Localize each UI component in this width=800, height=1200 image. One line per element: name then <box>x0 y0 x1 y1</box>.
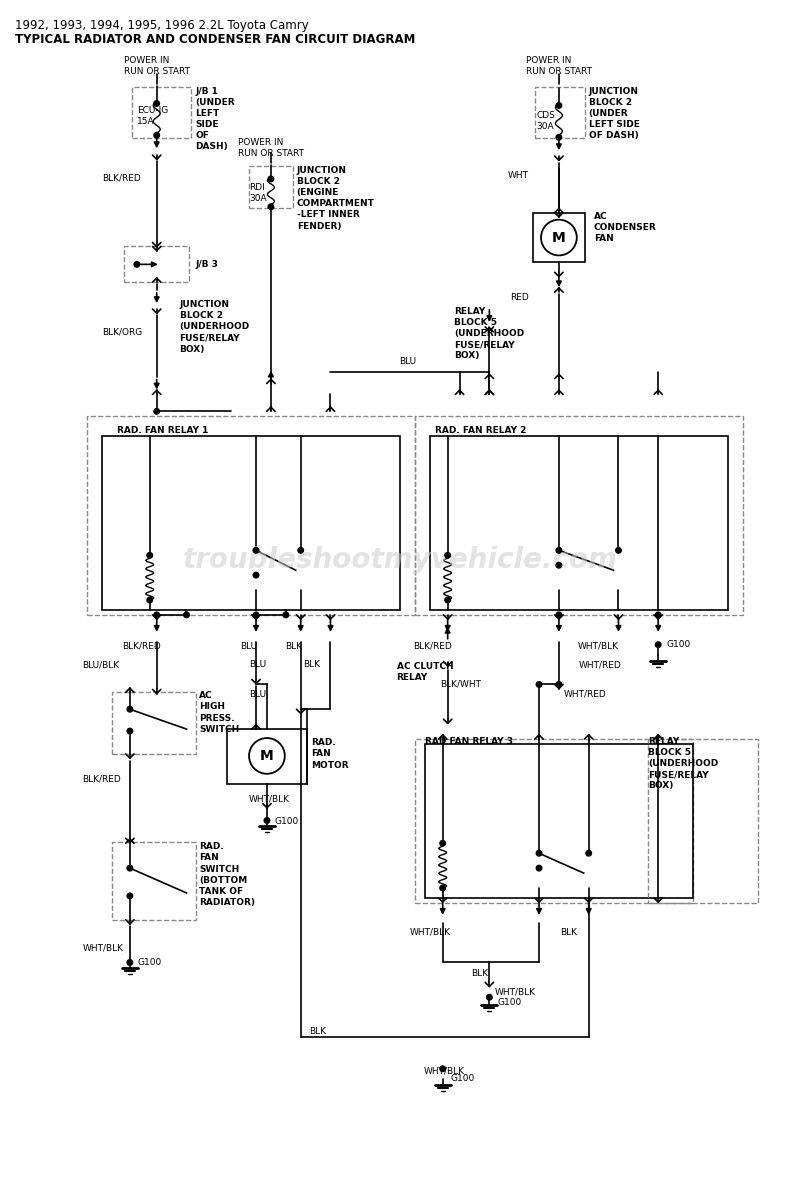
Text: WHT/RED: WHT/RED <box>578 660 622 670</box>
Circle shape <box>249 738 285 774</box>
Text: G100: G100 <box>138 958 162 967</box>
Circle shape <box>254 612 258 618</box>
Circle shape <box>154 132 159 138</box>
Text: BLU/BLK: BLU/BLK <box>82 660 119 670</box>
Text: CDS
30A: CDS 30A <box>536 112 555 131</box>
Text: BLU: BLU <box>241 642 258 650</box>
Circle shape <box>147 598 153 602</box>
Text: WHT/BLK: WHT/BLK <box>410 928 450 937</box>
Circle shape <box>556 563 562 568</box>
Circle shape <box>134 262 140 268</box>
Text: BLK/ORG: BLK/ORG <box>102 328 142 336</box>
Text: TYPICAL RADIATOR AND CONDENSER FAN CIRCUIT DIAGRAM: TYPICAL RADIATOR AND CONDENSER FAN CIRCU… <box>14 32 415 46</box>
Text: WHT/BLK: WHT/BLK <box>424 1067 465 1075</box>
Text: RAD.
FAN
SWITCH
(BOTTOM
TANK OF
RADIATOR): RAD. FAN SWITCH (BOTTOM TANK OF RADIATOR… <box>199 842 255 907</box>
Text: WHT/BLK: WHT/BLK <box>578 642 619 650</box>
Circle shape <box>254 547 258 553</box>
Text: BLK/RED: BLK/RED <box>122 642 161 650</box>
Circle shape <box>127 728 133 734</box>
Circle shape <box>268 204 274 210</box>
Circle shape <box>127 893 133 899</box>
Circle shape <box>556 547 562 553</box>
Text: POWER IN
RUN OR START: POWER IN RUN OR START <box>124 56 190 76</box>
Circle shape <box>283 612 289 618</box>
Circle shape <box>268 176 274 181</box>
Circle shape <box>440 1066 446 1072</box>
Circle shape <box>445 552 450 558</box>
Circle shape <box>586 851 591 856</box>
Text: 1992, 1993, 1994, 1995, 1996 2.2L Toyota Camry: 1992, 1993, 1994, 1995, 1996 2.2L Toyota… <box>14 19 309 32</box>
Text: JUNCTION
BLOCK 2
(ENGINE
COMPARTMENT
-LEFT INNER
FENDER): JUNCTION BLOCK 2 (ENGINE COMPARTMENT -LE… <box>297 166 374 230</box>
Text: RAD. FAN RELAY 1: RAD. FAN RELAY 1 <box>117 426 208 436</box>
Text: BLK: BLK <box>286 642 302 650</box>
Text: BLK/RED: BLK/RED <box>414 642 452 650</box>
Text: WHT: WHT <box>508 172 529 180</box>
Circle shape <box>655 642 661 648</box>
Circle shape <box>264 817 270 823</box>
Circle shape <box>541 220 577 256</box>
Circle shape <box>536 865 542 871</box>
Circle shape <box>536 682 542 688</box>
Text: WHT/RED: WHT/RED <box>564 690 606 698</box>
Circle shape <box>556 612 562 618</box>
Text: M: M <box>260 749 274 763</box>
Text: RAD.
FAN
MOTOR: RAD. FAN MOTOR <box>310 738 348 769</box>
Text: BLK/RED: BLK/RED <box>82 774 121 784</box>
Text: ECU-IG
15A: ECU-IG 15A <box>137 107 168 126</box>
Circle shape <box>154 612 159 618</box>
Circle shape <box>556 134 562 140</box>
Circle shape <box>616 547 622 553</box>
Circle shape <box>486 995 492 1000</box>
Text: WHT/BLK: WHT/BLK <box>249 794 290 803</box>
Text: BLK: BLK <box>309 1027 326 1037</box>
Text: BLU: BLU <box>399 356 417 366</box>
Circle shape <box>445 598 450 602</box>
Circle shape <box>154 101 159 107</box>
Circle shape <box>127 707 133 712</box>
Text: G100: G100 <box>666 640 690 649</box>
Circle shape <box>254 572 258 578</box>
Text: POWER IN
RUN OR START: POWER IN RUN OR START <box>238 138 304 158</box>
Text: M: M <box>552 230 566 245</box>
Circle shape <box>127 865 133 871</box>
Text: BLK: BLK <box>560 928 578 937</box>
Text: BLK/RED: BLK/RED <box>102 174 141 182</box>
Text: POWER IN
RUN OR START: POWER IN RUN OR START <box>526 56 592 76</box>
Text: BLK/WHT: BLK/WHT <box>440 680 481 689</box>
Text: RELAY
BLOCK 5
(UNDERHOOD
FUSE/RELAY
BOX): RELAY BLOCK 5 (UNDERHOOD FUSE/RELAY BOX) <box>648 737 718 791</box>
Circle shape <box>298 547 303 553</box>
Circle shape <box>440 886 446 890</box>
Text: AC
CONDENSER
FAN: AC CONDENSER FAN <box>594 212 656 244</box>
Text: AC CLUTCH
RELAY: AC CLUTCH RELAY <box>397 661 453 682</box>
Text: JUNCTION
BLOCK 2
(UNDER
LEFT SIDE
OF DASH): JUNCTION BLOCK 2 (UNDER LEFT SIDE OF DAS… <box>589 86 639 140</box>
Text: WHT/BLK: WHT/BLK <box>82 943 123 952</box>
Circle shape <box>556 103 562 108</box>
Text: RAD. FAN RELAY 2: RAD. FAN RELAY 2 <box>434 426 526 436</box>
Text: BLK: BLK <box>471 970 488 978</box>
Text: WHT/BLK: WHT/BLK <box>494 988 535 997</box>
Circle shape <box>147 552 153 558</box>
Circle shape <box>536 851 542 856</box>
Text: G100: G100 <box>498 997 522 1007</box>
Text: RDI
30A: RDI 30A <box>249 182 266 203</box>
Text: AC
HIGH
PRESS.
SWITCH: AC HIGH PRESS. SWITCH <box>199 691 240 733</box>
Circle shape <box>154 408 159 414</box>
Circle shape <box>127 960 133 965</box>
Text: RAD FAN RELAY 3: RAD FAN RELAY 3 <box>425 737 513 746</box>
Text: JUNCTION
BLOCK 2
(UNDERHOOD
FUSE/RELAY
BOX): JUNCTION BLOCK 2 (UNDERHOOD FUSE/RELAY B… <box>179 300 250 354</box>
Circle shape <box>440 840 446 846</box>
Text: RELAY
BLOCK 5
(UNDERHOOD
FUSE/RELAY
BOX): RELAY BLOCK 5 (UNDERHOOD FUSE/RELAY BOX) <box>454 307 525 360</box>
Text: BLU: BLU <box>249 660 266 670</box>
Text: troubleshootmyvehicle.com: troubleshootmyvehicle.com <box>182 546 618 575</box>
Text: BLK: BLK <box>302 660 320 670</box>
Text: BLU: BLU <box>249 690 266 698</box>
Circle shape <box>655 612 661 618</box>
Text: J/B 1
(UNDER
LEFT
SIDE
OF
DASH): J/B 1 (UNDER LEFT SIDE OF DASH) <box>195 86 235 151</box>
Circle shape <box>556 682 562 688</box>
Circle shape <box>184 612 190 618</box>
Text: G100: G100 <box>275 817 299 826</box>
Text: G100: G100 <box>450 1074 475 1084</box>
Text: RED: RED <box>510 293 529 301</box>
Text: J/B 3: J/B 3 <box>195 260 218 269</box>
